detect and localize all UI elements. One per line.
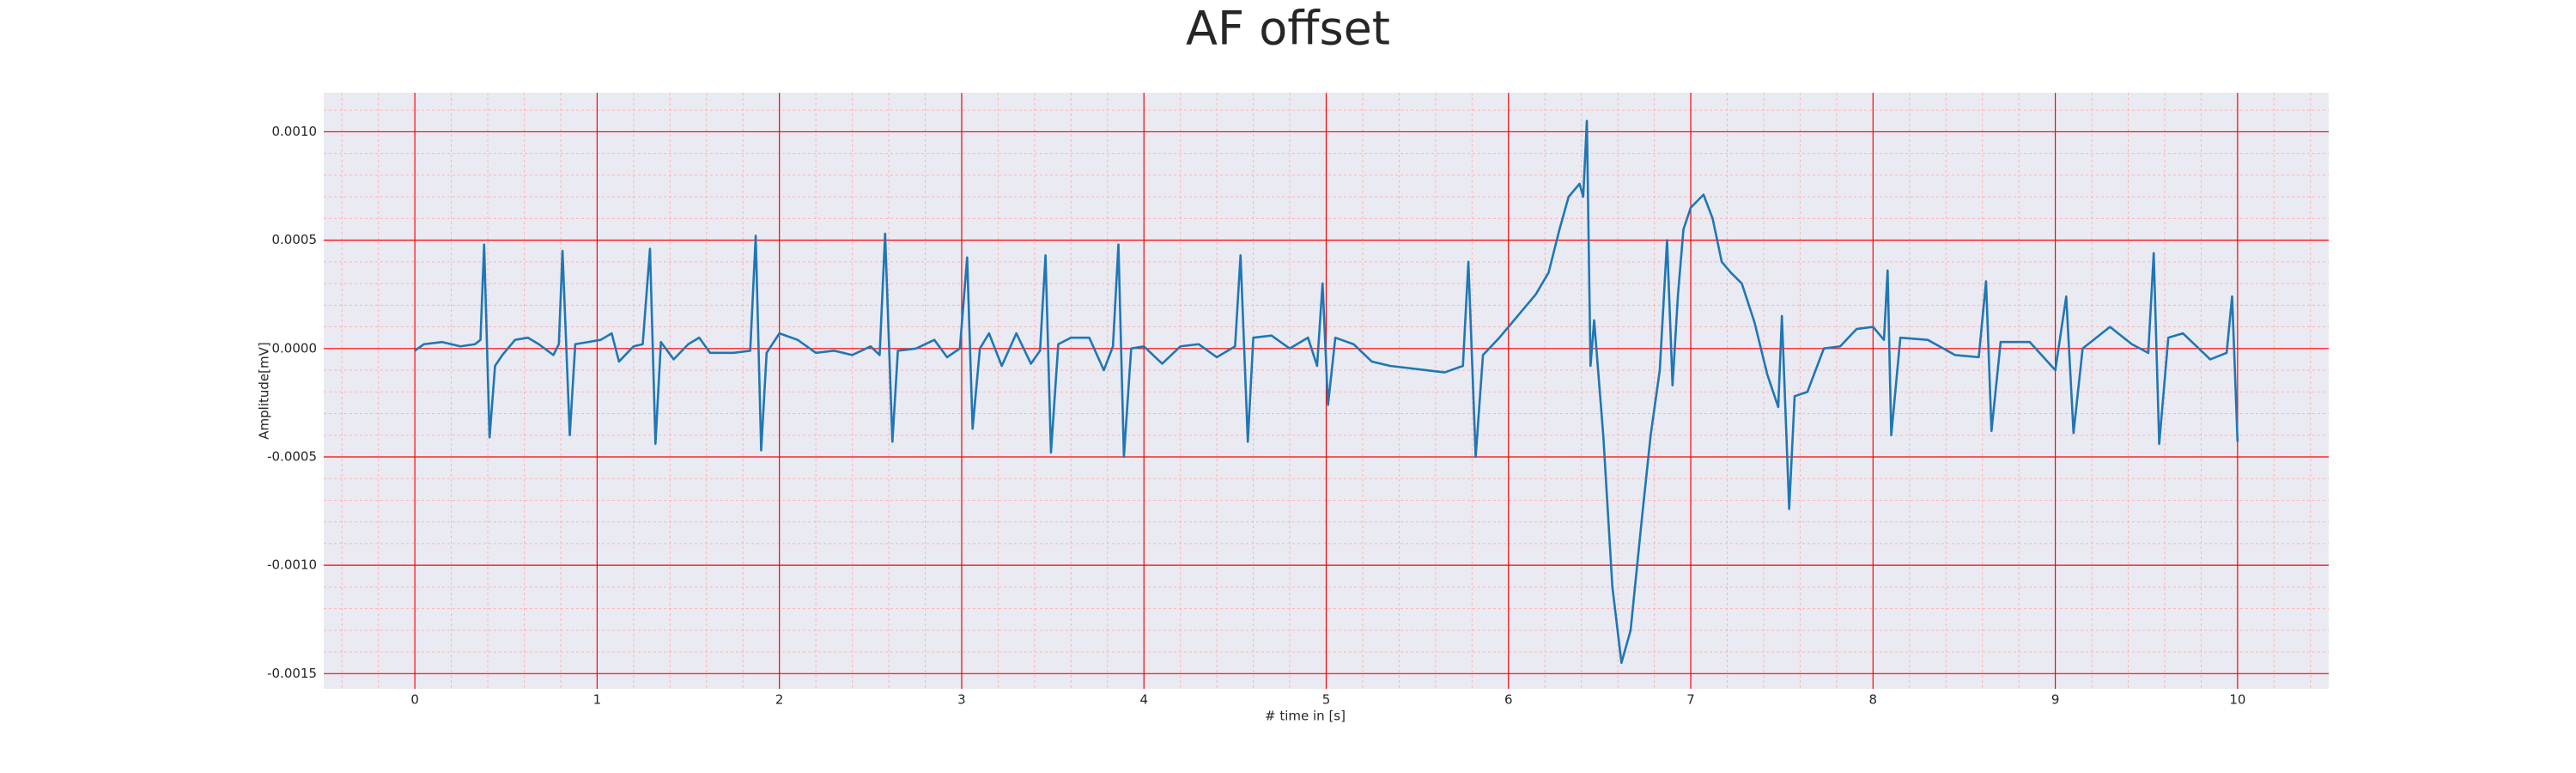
x-tick-label: 2 <box>775 692 784 708</box>
y-axis-label: Amplitude[mV] <box>257 342 272 439</box>
y-tick-label: 0.0000 <box>272 340 318 356</box>
y-tick-label: -0.0010 <box>267 557 317 573</box>
x-axis-label: # time in [s] <box>1265 709 1346 724</box>
x-tick-label: 4 <box>1139 692 1148 708</box>
y-tick-label: 0.0010 <box>272 124 318 139</box>
x-tick-label: 9 <box>2051 692 2060 708</box>
x-tick-label: 3 <box>957 692 966 708</box>
x-tick-label: 10 <box>2229 692 2245 708</box>
y-tick-label: 0.0005 <box>272 232 318 247</box>
y-tick-label: -0.0015 <box>267 666 317 681</box>
x-tick-label: 7 <box>1686 692 1695 708</box>
x-tick-label: 6 <box>1504 692 1513 708</box>
x-tick-label: 5 <box>1322 692 1331 708</box>
x-tick-label: 1 <box>593 692 602 708</box>
series-line <box>414 119 2239 665</box>
x-tick-label: 8 <box>1869 692 1878 708</box>
chart-title: AF offset <box>1186 2 1390 56</box>
x-tick-label: 0 <box>410 692 419 708</box>
y-tick-label: -0.0005 <box>267 448 317 464</box>
